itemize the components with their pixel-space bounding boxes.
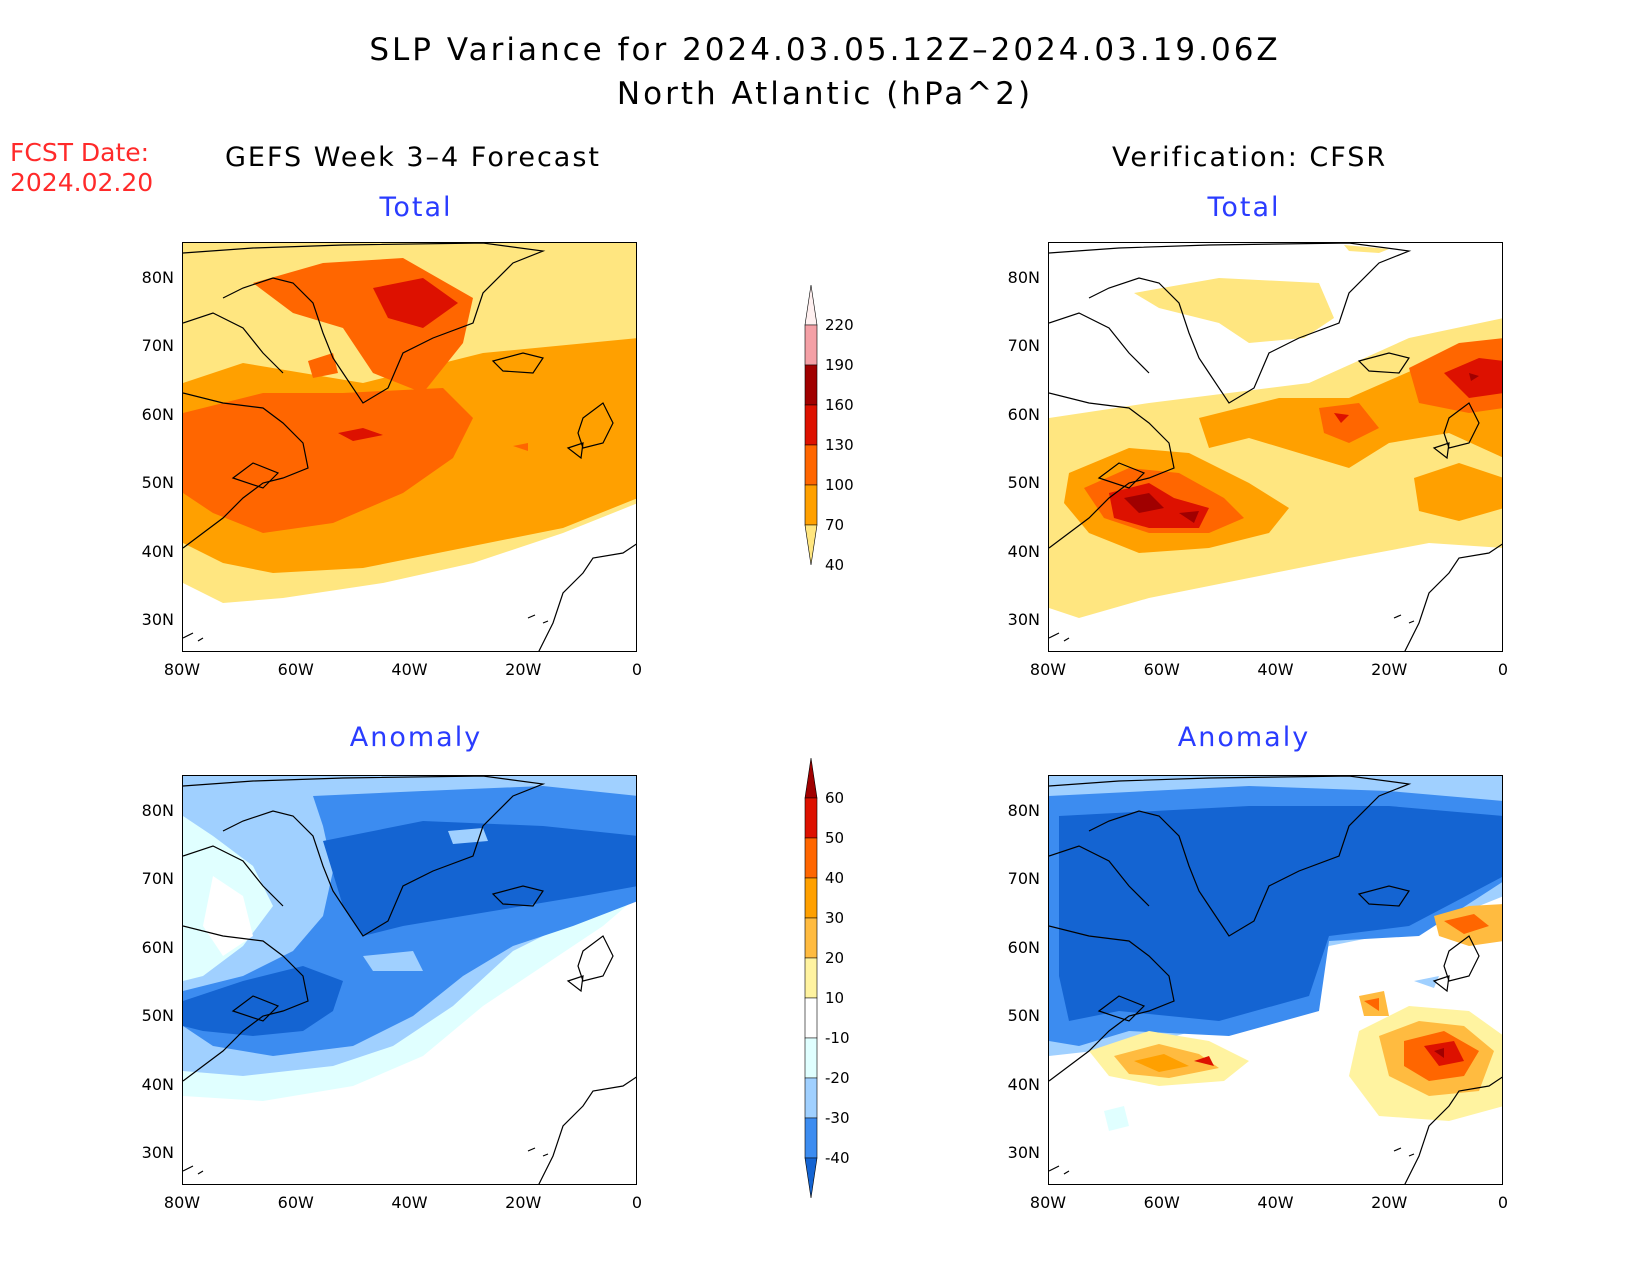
lon-tick-label: 40W: [1257, 1193, 1294, 1212]
lon-tick-label: 60W: [277, 660, 314, 679]
lon-tick-label: 0: [631, 660, 643, 679]
lat-tick-label: 80N: [1007, 801, 1040, 820]
colorbar-level-label: 40: [825, 869, 845, 887]
lon-tick-label: 40W: [1257, 660, 1294, 679]
lat-tick-label: 40N: [1007, 542, 1040, 561]
lon-tick-label: 20W: [1371, 660, 1408, 679]
lat-tick-label: 60N: [1007, 938, 1040, 957]
lat-tick-label: 70N: [1007, 336, 1040, 355]
colorbar-segment: [804, 1037, 818, 1079]
colorbar-segment: [804, 837, 818, 879]
forecast-date-value: 2024.02.20: [10, 168, 154, 197]
lon-tick-label: 80W: [1029, 660, 1067, 679]
forecast-date: FCST Date: 2024.02.20: [10, 138, 153, 198]
panel-title-top-right: Total: [1207, 192, 1281, 223]
lon-tick-label: 60W: [1143, 1193, 1180, 1212]
colorbar-segment: [804, 524, 818, 566]
colorbar-segment: [804, 917, 818, 959]
colorbar-segment: [804, 1077, 818, 1119]
lat-tick-label: 70N: [141, 869, 174, 888]
lat-tick-label: 50N: [1007, 473, 1040, 492]
lat-tick-label: 80N: [141, 801, 174, 820]
lat-tick-label: 30N: [1007, 610, 1040, 629]
colorbar-level-label: -10: [825, 1029, 850, 1047]
lon-tick-label: 80W: [1029, 1193, 1067, 1212]
colorbar-total: [804, 285, 818, 566]
lon-tick-label: 40W: [391, 1193, 428, 1212]
lat-tick-label: 70N: [141, 336, 174, 355]
main-title: SLP Variance for 2024.03.05.12Z–2024.03.…: [369, 32, 1281, 68]
colorbar-level-label: 220: [825, 316, 854, 334]
colorbar-level-label: 130: [825, 436, 854, 454]
colorbar-level-label: 10: [825, 989, 845, 1007]
lon-tick-label: 0: [1497, 660, 1509, 679]
colorbar-segment: [804, 797, 818, 839]
colorbar-anomaly: [804, 758, 818, 1198]
lat-tick-label: 80N: [1007, 268, 1040, 287]
panel-title-top-left: Total: [379, 192, 453, 223]
colorbar-segment: [804, 957, 818, 999]
lat-tick-label: 80N: [141, 268, 174, 287]
colorbar-segment: [804, 324, 818, 366]
lon-tick-label: 60W: [1143, 660, 1180, 679]
map-forecast-total: [182, 242, 637, 652]
colorbar-level-label: 20: [825, 949, 845, 967]
forecast-date-label: FCST Date:: [10, 138, 150, 167]
lat-tick-label: 30N: [1007, 1143, 1040, 1162]
colorbar-level-label: 30: [825, 909, 845, 927]
lat-tick-label: 50N: [141, 473, 174, 492]
left-column-title: GEFS Week 3–4 Forecast: [225, 142, 602, 173]
colorbar-segment: [804, 364, 818, 406]
map-forecast-anomaly: [182, 775, 637, 1185]
lat-tick-label: 30N: [141, 1143, 174, 1162]
lat-tick-label: 40N: [1007, 1075, 1040, 1094]
main-subtitle: North Atlantic (hPa^2): [616, 76, 1034, 112]
map-verification-anomaly: [1048, 775, 1503, 1185]
lat-tick-label: 30N: [141, 610, 174, 629]
colorbar-segment: [804, 444, 818, 486]
colorbar-level-label: 100: [825, 476, 854, 494]
lon-tick-label: 20W: [505, 660, 542, 679]
lat-tick-label: 40N: [141, 1075, 174, 1094]
colorbar-segment: [804, 1117, 818, 1159]
colorbar-level-label: 160: [825, 396, 854, 414]
colorbar-segment: [804, 758, 818, 799]
colorbar-segment: [804, 484, 818, 526]
lon-tick-label: 20W: [505, 1193, 542, 1212]
lon-tick-label: 20W: [1371, 1193, 1408, 1212]
lat-tick-label: 50N: [1007, 1006, 1040, 1025]
colorbar-level-label: -30: [825, 1109, 850, 1127]
lat-tick-label: 40N: [141, 542, 174, 561]
panel-title-bottom-right: Anomaly: [1177, 722, 1311, 753]
lat-tick-label: 50N: [141, 1006, 174, 1025]
colorbar-level-label: 40: [825, 556, 845, 574]
colorbar-level-label: 50: [825, 829, 845, 847]
colorbar-segment: [804, 285, 818, 326]
lon-tick-label: 0: [631, 1193, 643, 1212]
lon-tick-label: 40W: [391, 660, 428, 679]
colorbar-level-label: 60: [825, 789, 845, 807]
panel-title-bottom-left: Anomaly: [349, 722, 483, 753]
colorbar-level-label: 190: [825, 356, 854, 374]
map-verification-total: [1048, 242, 1503, 652]
lat-tick-label: 60N: [141, 405, 174, 424]
colorbar-segment: [804, 877, 818, 919]
lat-tick-label: 60N: [141, 938, 174, 957]
lon-tick-label: 80W: [163, 660, 201, 679]
colorbar-segment: [804, 997, 818, 1039]
lat-tick-label: 70N: [1007, 869, 1040, 888]
lon-tick-label: 60W: [277, 1193, 314, 1212]
lon-tick-label: 80W: [163, 1193, 201, 1212]
right-column-title: Verification: CFSR: [1112, 142, 1388, 173]
colorbar-level-label: -40: [825, 1149, 850, 1167]
colorbar-segment: [804, 1157, 818, 1198]
lon-tick-label: 0: [1497, 1193, 1509, 1212]
colorbar-level-label: 70: [825, 516, 845, 534]
colorbar-segment: [804, 404, 818, 446]
colorbar-level-label: -20: [825, 1069, 850, 1087]
lat-tick-label: 60N: [1007, 405, 1040, 424]
